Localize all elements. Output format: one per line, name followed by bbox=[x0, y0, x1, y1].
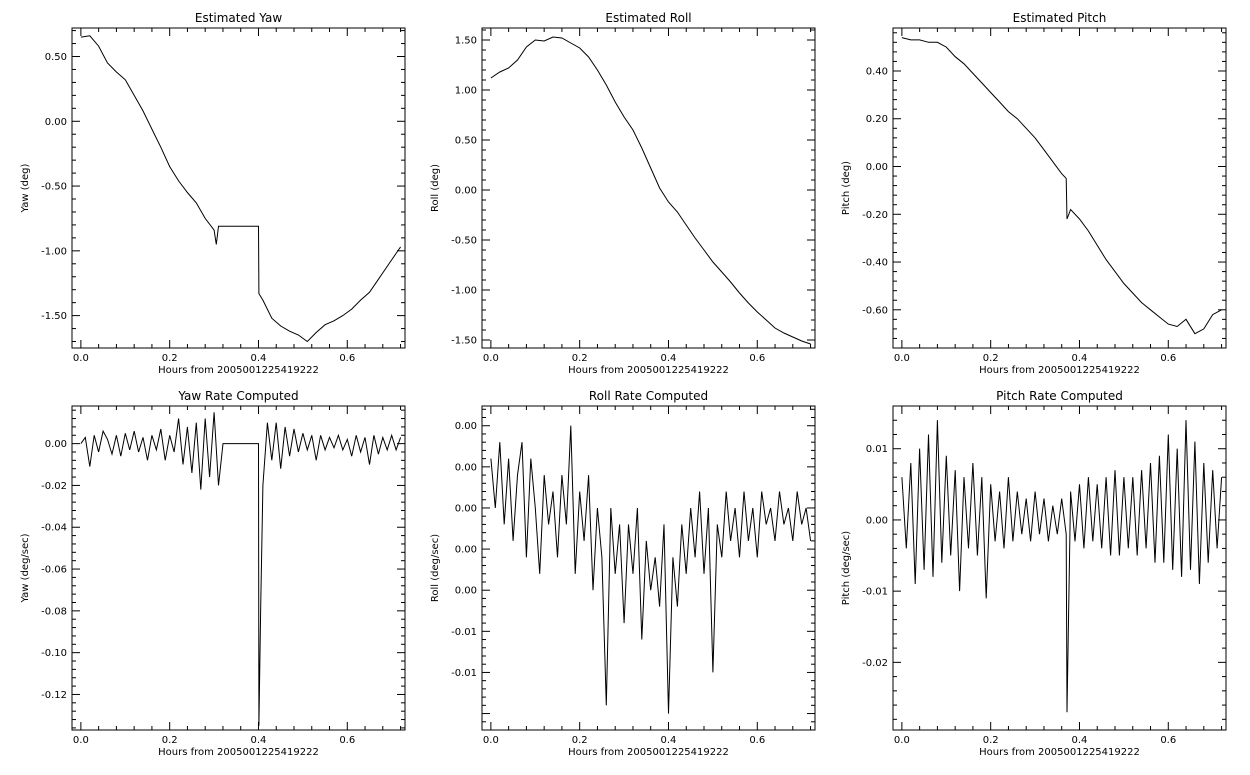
y-tick-label: -0.08 bbox=[41, 606, 67, 617]
y-tick-label: -0.04 bbox=[41, 523, 67, 534]
chart-title: Yaw Rate Computed bbox=[177, 389, 298, 403]
y-tick-label: 0.00 bbox=[45, 439, 67, 450]
y-tick-label: -1.00 bbox=[41, 246, 67, 257]
y-tick-label: -0.06 bbox=[41, 565, 67, 576]
chart-panel-1: 0.0 0.2 0.4 0.6 0.50 0.00 -0.50 -1.00 -1.50 Estim… bbox=[20, 11, 406, 376]
y-axis-label: Roll (deg/sec) bbox=[430, 534, 441, 602]
x-tick-label: 0.2 bbox=[162, 353, 178, 364]
plot-frame bbox=[71, 27, 406, 349]
series-line bbox=[901, 37, 1222, 335]
x-axis-label: Hours from 2005001225419222 bbox=[158, 747, 319, 758]
chart-panel-6: 0.0 0.2 0.4 0.6 0.01 0.00 -0.01 -0.02 Pitch Rate… bbox=[841, 389, 1227, 758]
y-tick-label: -1.50 bbox=[451, 336, 477, 347]
x-tick-label: 0.2 bbox=[162, 735, 178, 746]
y-axis-label: Roll (deg) bbox=[430, 164, 441, 212]
y-tick-label: 0.00 bbox=[455, 586, 477, 597]
x-tick-label: 0.6 bbox=[1160, 353, 1176, 364]
x-axis-label: Hours from 2005001225419222 bbox=[979, 365, 1140, 376]
x-tick-label: 0.4 bbox=[661, 353, 677, 364]
chart-panel-3: 0.0 0.2 0.4 0.6 0.40 0.20 0.00 -0.20 -0.40 -0.60 E… bbox=[841, 11, 1227, 376]
chart-title: Estimated Roll bbox=[605, 11, 691, 25]
chart-title: Estimated Yaw bbox=[195, 11, 282, 25]
x-tick-label: 0.0 bbox=[73, 735, 89, 746]
y-tick-label: 0.20 bbox=[866, 114, 888, 125]
x-tick-label: 0.6 bbox=[749, 353, 765, 364]
y-tick-label: 0.01 bbox=[866, 444, 888, 455]
x-tick-label: 0.2 bbox=[983, 353, 999, 364]
y-tick-label: 0.00 bbox=[455, 421, 477, 432]
plot-frame bbox=[71, 405, 406, 731]
series-line bbox=[901, 420, 1223, 713]
y-tick-label: 0.00 bbox=[455, 186, 477, 197]
y-tick-label: -0.01 bbox=[862, 587, 888, 598]
y-tick-label: -0.12 bbox=[41, 690, 67, 701]
y-tick-label: -0.50 bbox=[41, 182, 67, 193]
y-tick-label: -0.02 bbox=[862, 658, 888, 669]
y-axis-label: Pitch (deg) bbox=[841, 161, 852, 215]
x-tick-label: 0.4 bbox=[251, 353, 267, 364]
x-tick-label: 0.2 bbox=[983, 735, 999, 746]
y-tick-label: -0.01 bbox=[451, 627, 477, 638]
x-tick-label: 0.4 bbox=[661, 735, 677, 746]
plot-frame bbox=[481, 405, 816, 731]
x-tick-label: 0.2 bbox=[572, 353, 588, 364]
x-axis-label: Hours from 2005001225419222 bbox=[979, 747, 1140, 758]
y-tick-label: 1.00 bbox=[455, 86, 477, 97]
x-axis-label: Hours from 2005001225419222 bbox=[568, 747, 729, 758]
y-tick-label: 0.50 bbox=[45, 52, 67, 63]
x-tick-label: 0.4 bbox=[251, 735, 267, 746]
chart-title: Pitch Rate Computed bbox=[996, 389, 1123, 403]
chart-panel-4: 0.0 0.2 0.4 0.6 0.00 -0.02 -0.04 -0.06 -0.08 -0.1… bbox=[20, 389, 406, 758]
y-tick-label: -0.40 bbox=[862, 258, 888, 269]
y-tick-label: -0.50 bbox=[451, 236, 477, 247]
series-line bbox=[490, 36, 811, 345]
x-tick-label: 0.6 bbox=[1160, 735, 1176, 746]
x-tick-label: 0.6 bbox=[749, 735, 765, 746]
y-tick-label: 0.00 bbox=[866, 162, 888, 173]
x-tick-label: 0.4 bbox=[1072, 735, 1088, 746]
chart-title: Roll Rate Computed bbox=[589, 389, 708, 403]
series-line bbox=[490, 425, 812, 714]
x-tick-label: 0.0 bbox=[483, 735, 499, 746]
y-tick-label: 0.40 bbox=[866, 66, 888, 77]
y-tick-label: 1.50 bbox=[455, 36, 477, 47]
plot-frame bbox=[892, 405, 1227, 731]
x-axis-label: Hours from 2005001225419222 bbox=[158, 365, 319, 376]
series-line bbox=[80, 412, 402, 726]
y-tick-label: -0.10 bbox=[41, 648, 67, 659]
y-tick-label: -0.02 bbox=[41, 481, 67, 492]
x-axis-label: Hours from 2005001225419222 bbox=[568, 365, 729, 376]
y-tick-label: 0.00 bbox=[45, 117, 67, 128]
chart-panel-5: 0.0 0.2 0.4 0.6 0.00 0.00 0.00 0.00 0.00 -0.01 -0.… bbox=[430, 389, 816, 758]
y-tick-label: 0.00 bbox=[455, 462, 477, 473]
chart-panel-2: 0.0 0.2 0.4 0.6 1.50 1.00 0.50 0.00 -0.50 -1.00 -1… bbox=[430, 11, 816, 376]
series-line bbox=[80, 35, 402, 343]
y-tick-label: 0.50 bbox=[455, 136, 477, 147]
y-tick-label: 0.00 bbox=[455, 545, 477, 556]
y-tick-label: -0.60 bbox=[862, 305, 888, 316]
x-tick-label: 0.0 bbox=[894, 353, 910, 364]
x-tick-label: 0.2 bbox=[572, 735, 588, 746]
chart-title: Estimated Pitch bbox=[1013, 11, 1107, 25]
y-axis-label: Yaw (deg) bbox=[20, 163, 31, 213]
y-axis-label: Pitch (deg/sec) bbox=[841, 531, 852, 606]
y-tick-label: -1.00 bbox=[451, 286, 477, 297]
y-axis-label: Yaw (deg/sec) bbox=[20, 533, 31, 603]
plot-frame bbox=[892, 27, 1227, 349]
y-tick-label: 0.00 bbox=[455, 503, 477, 514]
y-tick-label: 0.00 bbox=[866, 515, 888, 526]
x-tick-label: 0.6 bbox=[339, 353, 355, 364]
x-tick-label: 0.4 bbox=[1072, 353, 1088, 364]
y-tick-label: -0.20 bbox=[862, 210, 888, 221]
plot-frame bbox=[481, 27, 816, 349]
x-tick-label: 0.6 bbox=[339, 735, 355, 746]
x-tick-label: 0.0 bbox=[483, 353, 499, 364]
x-tick-label: 0.0 bbox=[894, 735, 910, 746]
y-tick-label: -1.50 bbox=[41, 311, 67, 322]
x-tick-label: 0.0 bbox=[73, 353, 89, 364]
y-tick-label: -0.01 bbox=[451, 668, 477, 679]
